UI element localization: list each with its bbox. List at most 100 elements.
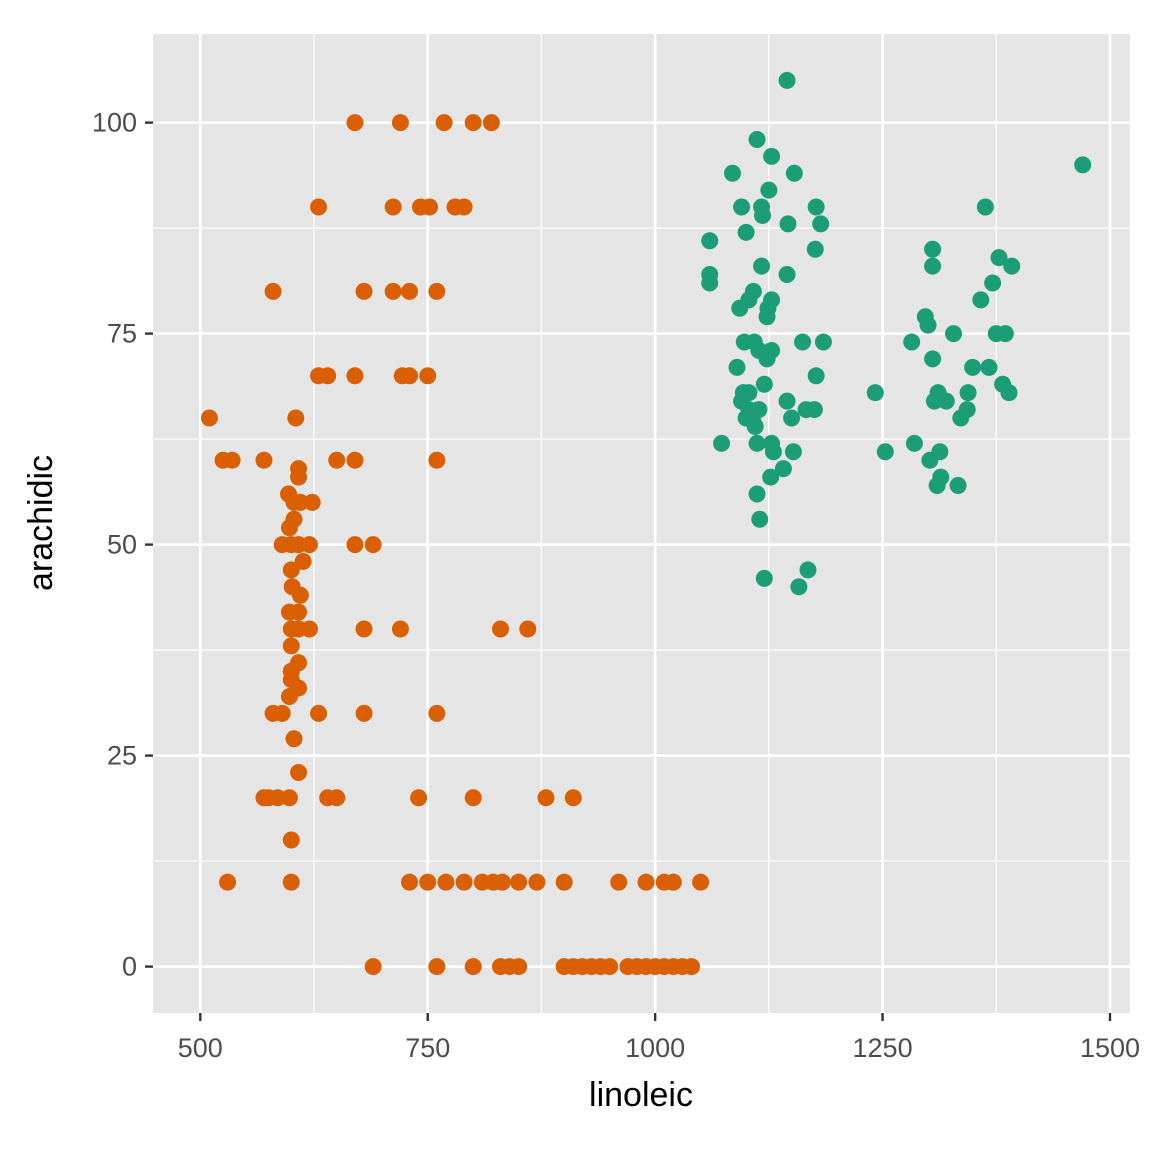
data-point <box>291 586 309 604</box>
data-point <box>806 240 824 258</box>
data-point <box>758 350 776 368</box>
data-point <box>346 536 364 554</box>
data-point <box>455 873 473 891</box>
data-point <box>294 552 312 570</box>
data-point <box>779 215 797 233</box>
data-point <box>683 958 701 976</box>
data-point <box>701 232 719 250</box>
data-point <box>355 282 373 300</box>
data-point <box>282 637 300 655</box>
data-point <box>285 510 303 528</box>
data-point <box>783 409 801 427</box>
data-point <box>664 873 682 891</box>
data-point <box>1074 156 1092 174</box>
data-point <box>319 367 337 385</box>
data-point <box>428 704 446 722</box>
data-point <box>753 206 771 224</box>
data-point <box>952 409 970 427</box>
data-point <box>391 620 409 638</box>
data-point <box>255 451 273 469</box>
data-point <box>807 367 825 385</box>
data-point <box>748 434 766 452</box>
data-point <box>291 493 309 511</box>
data-point <box>464 114 482 132</box>
data-point <box>799 561 817 579</box>
x-tick-label: 1500 <box>1080 1033 1140 1063</box>
data-point <box>949 477 967 495</box>
data-point <box>790 578 808 596</box>
data-point <box>746 417 764 435</box>
data-point <box>778 392 796 410</box>
y-tick-label: 50 <box>107 530 137 560</box>
data-point <box>310 704 328 722</box>
data-point <box>763 147 781 165</box>
x-axis: 500 750 1000 1250 1500 <box>178 1013 1140 1063</box>
data-point <box>972 291 990 309</box>
data-point <box>925 392 943 410</box>
data-point <box>751 510 769 528</box>
data-point <box>355 620 373 638</box>
data-point <box>519 620 537 638</box>
data-point <box>428 282 446 300</box>
data-point <box>737 223 755 241</box>
data-point <box>287 409 305 427</box>
data-point <box>814 333 832 351</box>
data-point <box>959 384 977 402</box>
data-point <box>866 384 884 402</box>
data-point <box>410 789 428 807</box>
data-point <box>510 873 528 891</box>
y-tick-label: 25 <box>107 741 137 771</box>
data-point <box>428 451 446 469</box>
x-tick-label: 750 <box>405 1033 450 1063</box>
data-point <box>200 409 218 427</box>
data-point <box>290 603 308 621</box>
data-point <box>355 704 373 722</box>
data-point <box>482 114 500 132</box>
data-point <box>528 873 546 891</box>
data-point <box>510 958 528 976</box>
data-point <box>903 333 921 351</box>
data-point <box>328 451 346 469</box>
data-point <box>755 375 773 393</box>
y-tick-label: 0 <box>122 952 137 982</box>
data-point <box>755 569 773 587</box>
data-point <box>328 789 346 807</box>
data-point <box>764 443 782 461</box>
data-point <box>280 688 298 706</box>
y-tick-label: 75 <box>107 319 137 349</box>
data-point <box>733 198 751 216</box>
data-point <box>285 730 303 748</box>
data-point <box>491 620 509 638</box>
data-point <box>990 249 1008 267</box>
data-point <box>701 274 719 292</box>
plot-panel <box>153 34 1130 1013</box>
data-point <box>753 257 771 275</box>
data-point <box>364 536 382 554</box>
data-point <box>435 114 453 132</box>
data-point <box>976 198 994 216</box>
data-point <box>784 443 802 461</box>
data-point <box>760 181 778 199</box>
data-point <box>794 333 812 351</box>
data-point <box>384 198 402 216</box>
data-point <box>464 789 482 807</box>
x-tick-label: 1250 <box>853 1033 913 1063</box>
data-point <box>748 130 766 148</box>
data-point <box>778 266 796 284</box>
data-point <box>905 434 923 452</box>
data-point <box>269 789 287 807</box>
data-point <box>493 873 511 891</box>
data-point <box>219 873 237 891</box>
data-point <box>437 873 455 891</box>
data-point <box>346 451 364 469</box>
data-point <box>924 257 942 275</box>
x-tick-label: 1000 <box>625 1033 685 1063</box>
data-point <box>537 789 555 807</box>
data-point <box>346 367 364 385</box>
data-point <box>303 493 321 511</box>
data-point <box>805 401 823 419</box>
data-point <box>758 308 776 326</box>
x-axis-title: linoleic <box>589 1076 693 1114</box>
data-point <box>264 282 282 300</box>
data-point <box>964 358 982 376</box>
